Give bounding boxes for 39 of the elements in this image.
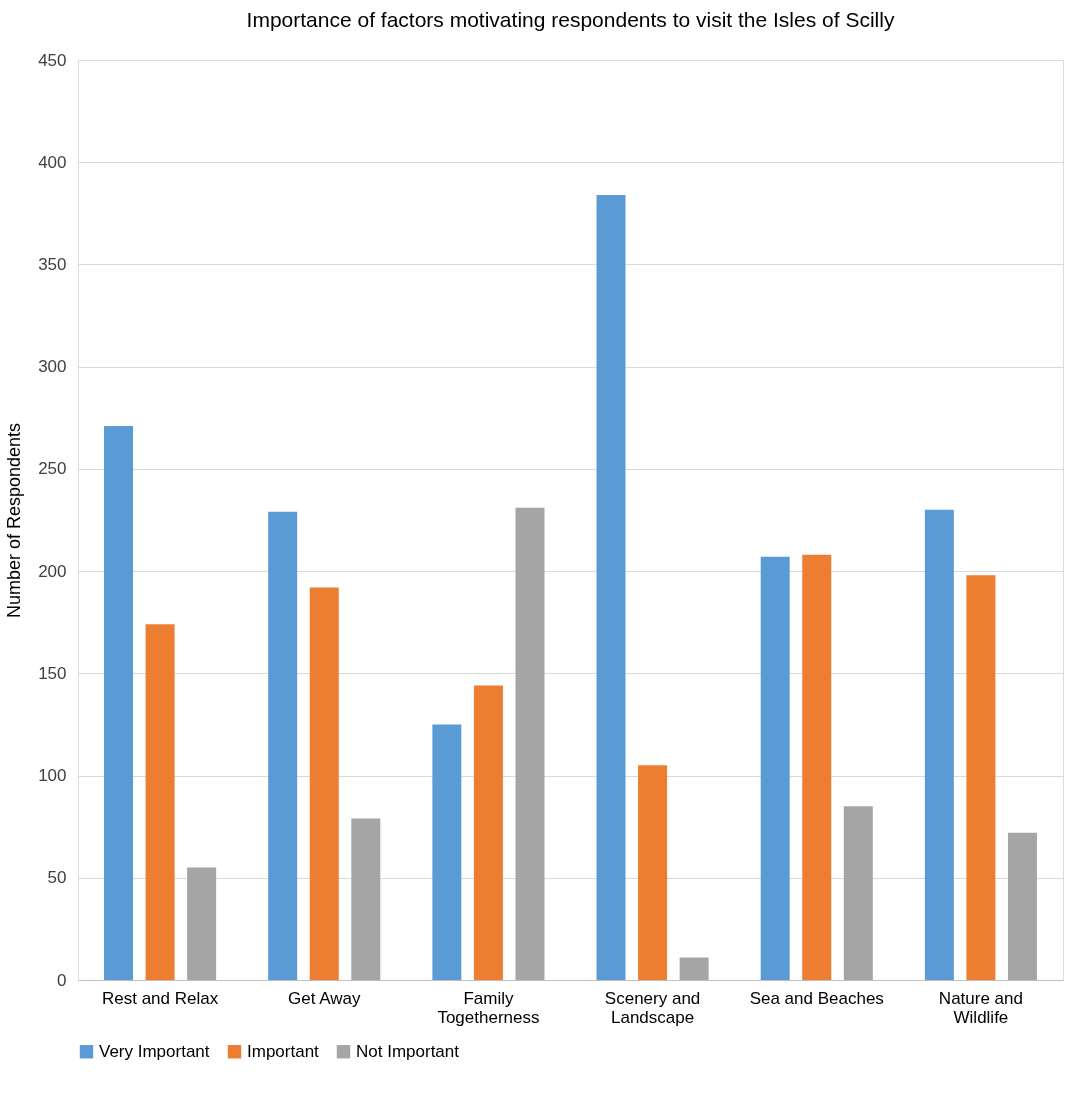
bar — [924, 509, 954, 980]
chart-title: Importance of factors motivating respondents to visit the Isles of Scilly — [246, 8, 895, 31]
y-axis-title: Number of Respondents — [4, 422, 25, 619]
bar — [515, 507, 545, 980]
y-tick-label: 100 — [38, 766, 67, 786]
bar — [268, 511, 298, 980]
legend-label: Important — [247, 1041, 320, 1061]
bar — [104, 425, 134, 980]
y-tick-label: 300 — [38, 357, 67, 377]
y-tick-label: 450 — [38, 50, 67, 70]
legend-label: Not Important — [356, 1041, 460, 1061]
bar — [843, 806, 873, 980]
x-tick-label: Family Togetherness — [437, 988, 540, 1027]
y-tick-label: 50 — [47, 868, 67, 888]
x-tick-label: Rest and Relax — [101, 988, 219, 1008]
bar — [473, 685, 503, 980]
bar — [309, 587, 339, 980]
y-tick-label: 250 — [38, 459, 67, 479]
y-tick-label: 0 — [57, 970, 67, 990]
bar — [145, 624, 175, 980]
bar — [432, 724, 462, 980]
bar — [760, 556, 790, 980]
y-tick-label: 200 — [38, 561, 67, 581]
legend-label: Very Important — [99, 1041, 210, 1061]
bar — [351, 818, 381, 980]
bar — [638, 765, 668, 980]
bar — [966, 575, 996, 980]
y-tick-label: 400 — [38, 152, 67, 172]
x-tick-label: Get Away — [288, 988, 361, 1008]
bar — [187, 867, 217, 980]
y-tick-label: 350 — [38, 254, 67, 274]
bar — [596, 194, 626, 980]
y-tick-label: 150 — [38, 663, 67, 683]
x-tick-label: Scenery and Landscape — [604, 988, 701, 1027]
x-tick-label: Sea and Beaches — [749, 988, 884, 1008]
x-tick-label: Nature and Wildlife — [938, 988, 1023, 1027]
bar — [679, 957, 709, 980]
bar — [1007, 832, 1037, 980]
bar — [802, 554, 832, 980]
